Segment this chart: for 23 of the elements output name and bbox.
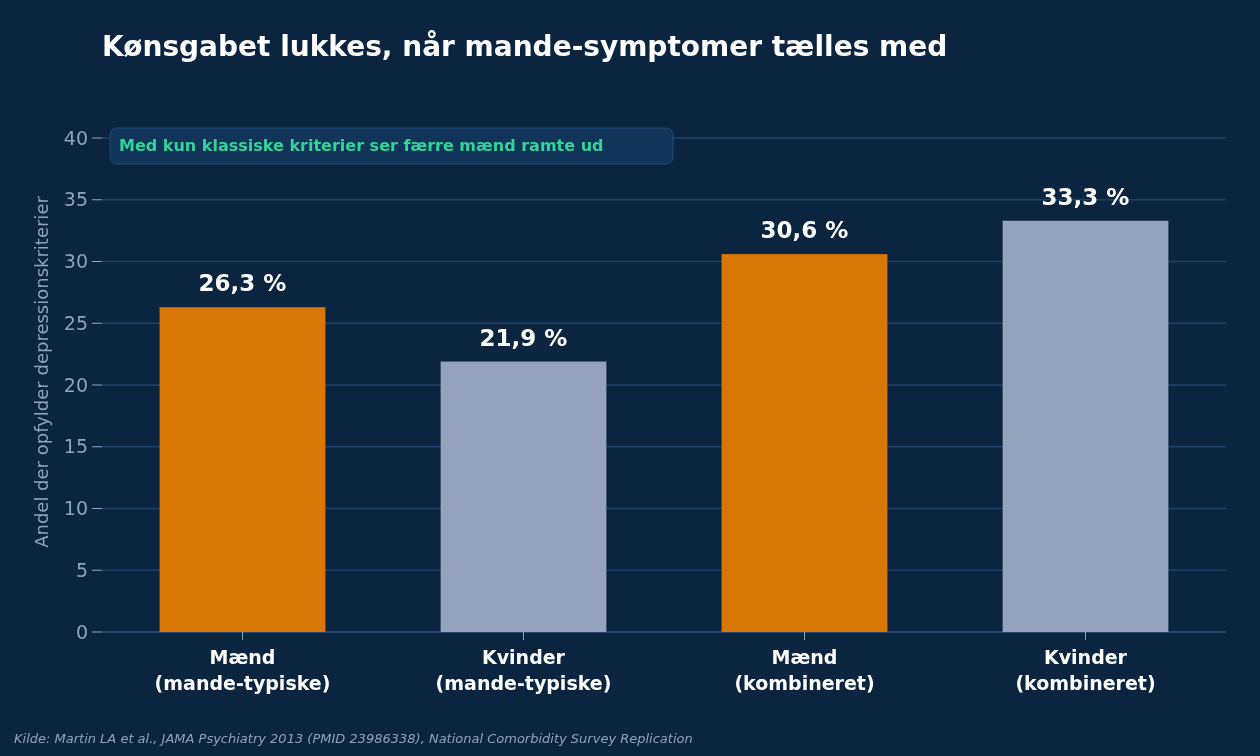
x-tick-label: Kvinder (kombineret) <box>1015 646 1156 694</box>
x-tick-label: Kvinder (mande-typiske) <box>435 646 612 694</box>
x-tick-label: Mænd (mande-typiske) <box>154 646 331 694</box>
x-tick-label: Mænd (kombineret) <box>734 646 875 694</box>
text: Kilde: Martin LA et al., JAMA Psychiatry 2013 (PMID 23986338), National Comorbidity Survey Replication <box>14 731 693 746</box>
bar <box>721 254 888 632</box>
y-tick-label: 15 <box>63 435 88 458</box>
y-axis-title: Andel der opfylder depressionskriterier <box>31 195 52 548</box>
y-tick-label: 40 <box>63 126 88 149</box>
bar <box>159 307 326 632</box>
data-label: 26,3 % <box>198 270 287 297</box>
data-label: 33,3 % <box>1041 183 1130 210</box>
annotation: Med kun klassiske kriterier ser færre mænd ramte ud <box>119 136 604 155</box>
y-tick-label: 5 <box>75 558 88 581</box>
data-label: 21,9 % <box>479 324 568 351</box>
y-tick-label: 35 <box>63 188 88 211</box>
y-tick-label: 0 <box>75 620 88 643</box>
y-tick-label: 25 <box>63 311 88 334</box>
y-tick-label: 20 <box>63 373 88 396</box>
chart-title: Kønsgabet lukkes, når mande-symptomer tælles med <box>102 30 948 63</box>
y-tick-label: 30 <box>63 250 88 273</box>
data-label: 30,6 % <box>760 217 849 244</box>
y-tick-label: 10 <box>63 497 88 520</box>
